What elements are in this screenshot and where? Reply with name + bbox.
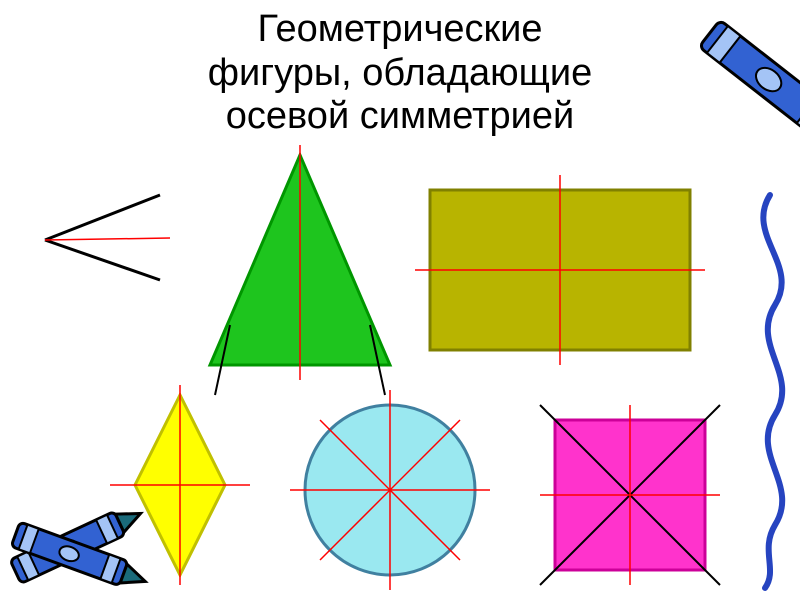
shape-rectangle [415,175,705,365]
shape-triangle [210,145,390,395]
crayon-icon [699,20,800,158]
shape-square [540,405,720,585]
shape-circle [290,390,490,590]
shape-angle [45,195,170,280]
shape-rhombus [110,385,250,585]
squiggle-icon [763,195,782,588]
diagram-canvas [0,0,800,600]
